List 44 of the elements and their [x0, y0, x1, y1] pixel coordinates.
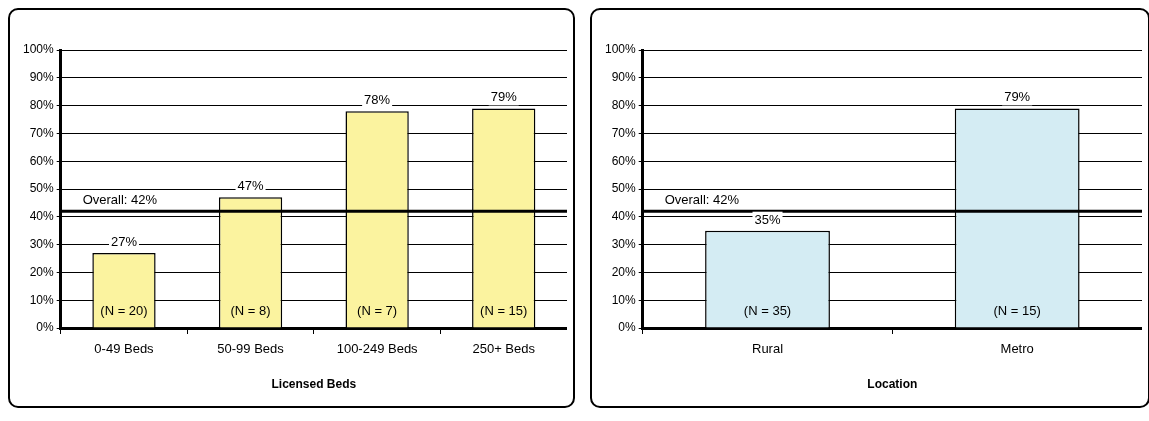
- data-label: 47%: [237, 178, 264, 194]
- annotation: (N = 8): [230, 303, 271, 319]
- x-tick-label: Rural: [751, 341, 784, 357]
- x-axis-title: Location: [867, 377, 918, 392]
- ref-line-label: Overall: 42%: [664, 192, 740, 208]
- x-tick-label: Metro: [1000, 341, 1034, 357]
- annotation: (N = 35): [743, 303, 792, 319]
- x-axis-title: Licensed Beds: [271, 377, 357, 392]
- y-tick-label: 50%: [611, 181, 637, 196]
- y-tick-label: 100%: [22, 42, 55, 57]
- annotation: (N = 20): [100, 303, 148, 319]
- y-tick-label: 20%: [611, 264, 637, 279]
- y-tick-label: 10%: [29, 292, 55, 307]
- ref-line-label: Overall: 42%: [82, 192, 158, 208]
- y-tick-label: 20%: [29, 264, 55, 279]
- x-tick-label: 250+ Beds: [472, 341, 536, 357]
- y-tick-label: 30%: [29, 236, 55, 251]
- y-tick-label: 0%: [618, 320, 637, 335]
- x-tick-label: 100-249 Beds: [336, 341, 419, 357]
- y-tick-label: 80%: [29, 97, 55, 112]
- annotation: (N = 15): [993, 303, 1041, 319]
- annotation: (N = 15): [480, 303, 528, 319]
- y-tick-label: 0%: [36, 320, 55, 335]
- y-tick-label: 50%: [29, 181, 55, 196]
- y-tick-label: 30%: [611, 236, 637, 251]
- x-tick-label: 0-49 Beds: [94, 341, 155, 357]
- annotation: (N = 7): [357, 303, 398, 319]
- y-tick-label: 90%: [611, 70, 637, 85]
- data-label: 78%: [364, 92, 391, 108]
- y-tick-label: 70%: [611, 125, 637, 140]
- y-tick-label: 60%: [611, 153, 637, 168]
- y-tick-label: 40%: [29, 209, 55, 224]
- data-label: 27%: [110, 234, 138, 250]
- data-label: 35%: [754, 211, 781, 227]
- y-tick-label: 100%: [604, 42, 637, 57]
- data-label: 79%: [1004, 89, 1031, 105]
- x-tick-label: 50-99 Beds: [217, 341, 285, 357]
- y-tick-label: 90%: [29, 70, 55, 85]
- data-label: 79%: [490, 89, 518, 105]
- y-tick-label: 10%: [611, 292, 637, 307]
- y-tick-label: 40%: [611, 209, 637, 224]
- y-tick-label: 60%: [29, 153, 55, 168]
- y-tick-label: 70%: [29, 125, 55, 140]
- y-tick-label: 80%: [611, 97, 637, 112]
